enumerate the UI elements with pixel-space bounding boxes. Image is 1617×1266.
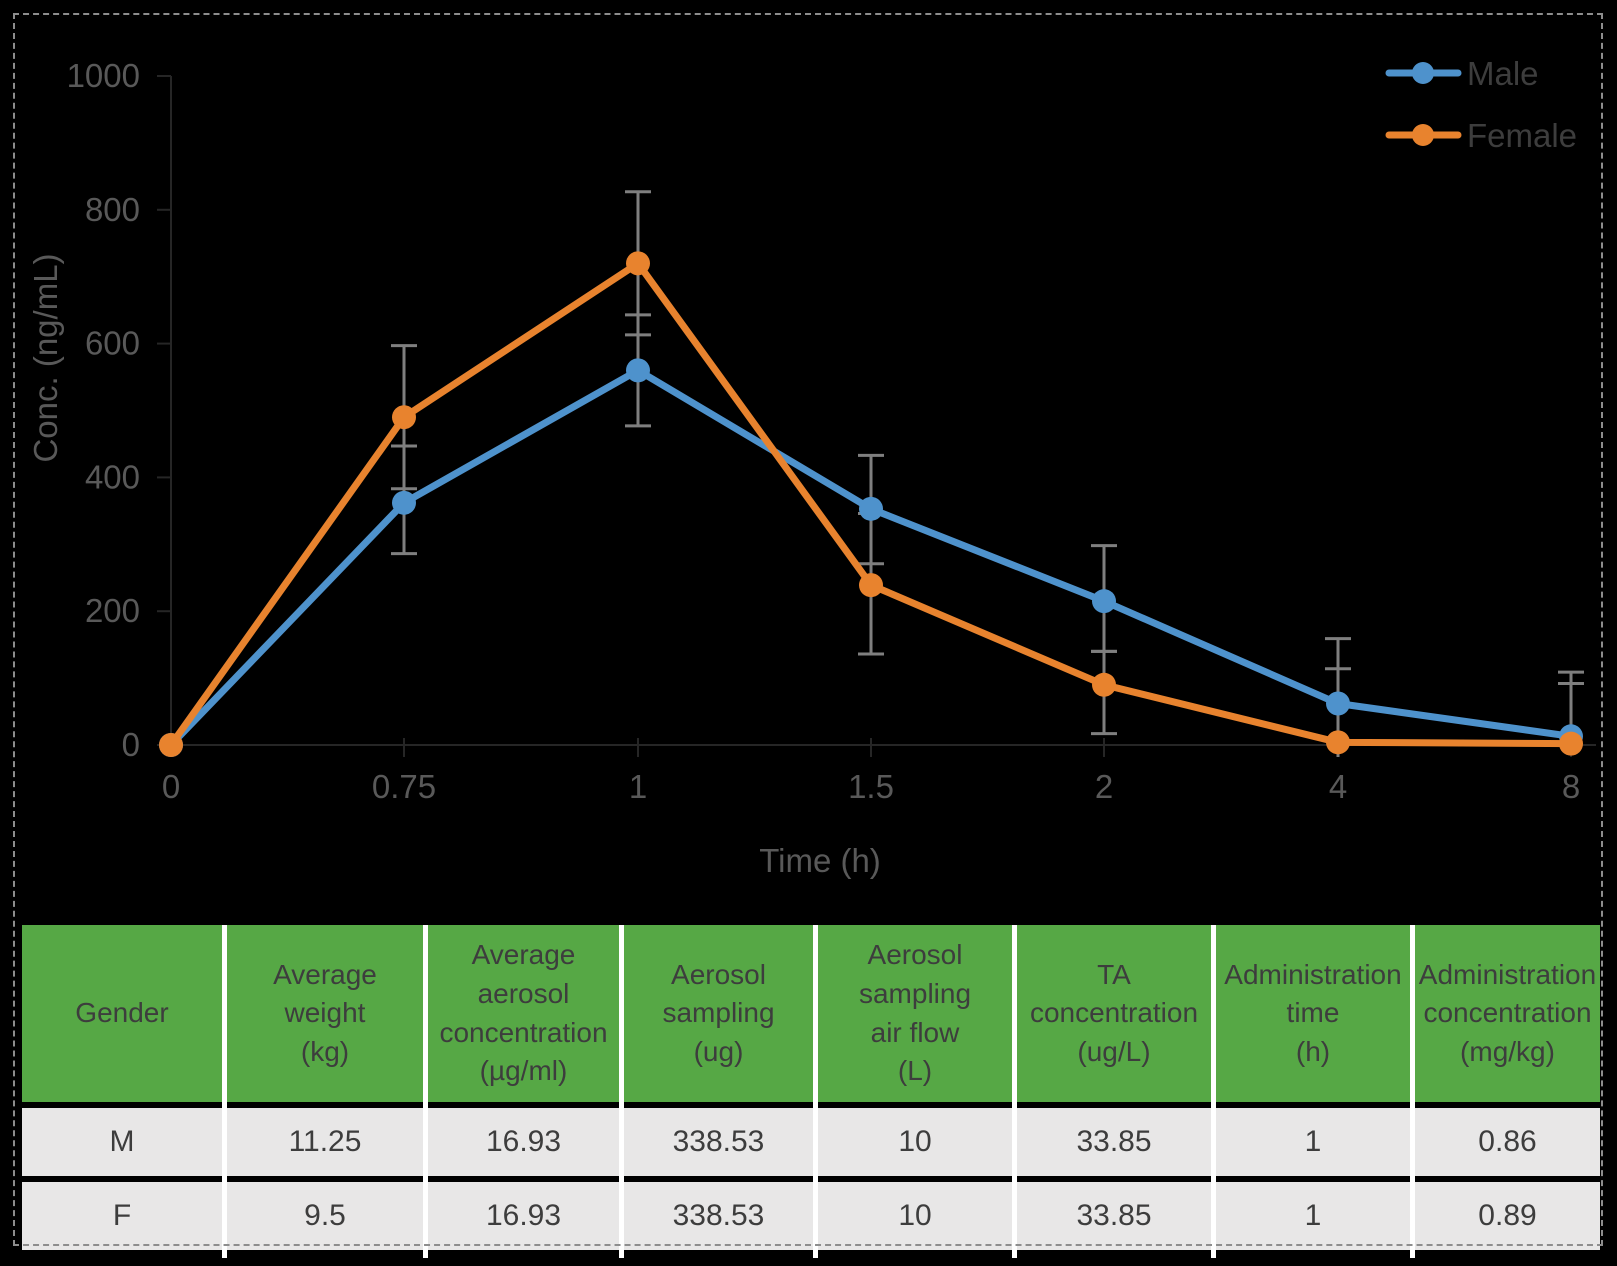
chart-canvas: 0 200 400 600 800 1000 0 0.75 1 1.5 2 4 8 Time (h) Con… — [27, 55, 1596, 879]
cell-r1-c3: 338.53 — [624, 1182, 813, 1250]
cell-r1-c5: 33.85 — [1017, 1182, 1211, 1250]
y-axis-title: Conc. (ng/mL) — [27, 253, 64, 462]
table-header-row: Gender Average weight (kg) Average aerosol… — [22, 925, 1600, 1102]
column-separator — [222, 925, 227, 1258]
male-marker — [392, 490, 416, 515]
female-marker — [626, 251, 650, 276]
y-tick-label: 200 — [85, 592, 140, 629]
cell-r0-c5: 33.85 — [1017, 1108, 1211, 1176]
legend-female-marker — [1412, 124, 1434, 146]
y-tick-label: 800 — [85, 191, 140, 228]
y-tick-label: 400 — [85, 458, 140, 495]
cell-r0-c4: 10 — [818, 1108, 1012, 1176]
x-tick-label: 0 — [162, 768, 180, 805]
legend: Male Female — [1385, 55, 1577, 154]
cell-r1-c7: 0.89 — [1415, 1182, 1600, 1250]
column-separator — [619, 925, 624, 1258]
male-marker — [626, 358, 650, 383]
cell-r1-c6: 1 — [1216, 1182, 1410, 1250]
x-tick-label: 8 — [1562, 768, 1580, 805]
cell-r0-c0: M — [22, 1108, 222, 1176]
column-separator — [1012, 925, 1017, 1258]
cell-r1-c2: 16.93 — [428, 1182, 619, 1250]
female-marker — [1559, 731, 1583, 756]
header-cell-2: Average aerosol concentration (µg/ml) — [428, 925, 619, 1102]
cell-r0-c2: 16.93 — [428, 1108, 619, 1176]
female-marker — [1092, 672, 1116, 697]
female-marker — [159, 733, 183, 757]
female-marker — [1326, 730, 1350, 755]
header-cell-1: Average weight (kg) — [227, 925, 423, 1102]
male-marker — [859, 496, 883, 521]
x-tick-label: 0.75 — [372, 768, 436, 805]
x-tick-label: 1 — [629, 768, 647, 805]
header-cell-3: Aerosol sampling (ug) — [624, 925, 813, 1102]
y-tick-label: 1000 — [67, 57, 140, 94]
concentration-time-chart[interactable]: 0 200 400 600 800 1000 0 0.75 1 1.5 2 4 8 Time (h) Con… — [0, 0, 1617, 912]
header-cell-4: Aerosol sampling air flow (L) — [818, 925, 1012, 1102]
x-tick-label: 1.5 — [848, 768, 894, 805]
male-marker — [1326, 691, 1350, 716]
cell-r0-c6: 1 — [1216, 1108, 1410, 1176]
column-separator — [423, 925, 428, 1258]
parameters-table[interactable]: Gender Average weight (kg) Average aerosol… — [22, 925, 1600, 1258]
x-tick-label: 4 — [1329, 768, 1347, 805]
y-tick-label: 600 — [85, 325, 140, 362]
header-cell-6: Administration time (h) — [1216, 925, 1410, 1102]
cell-r0-c7: 0.86 — [1415, 1108, 1600, 1176]
x-tick-label: 2 — [1095, 768, 1113, 805]
header-cell-0: Gender — [22, 925, 222, 1102]
table-row-M: M 11.25 16.93 338.53 10 33.85 1 0.86 — [22, 1108, 1600, 1176]
column-separator — [1211, 925, 1216, 1258]
legend-male-marker — [1412, 62, 1434, 84]
female-marker — [859, 573, 883, 598]
cell-r1-c4: 10 — [818, 1182, 1012, 1250]
cell-r1-c1: 9.5 — [227, 1182, 423, 1250]
cell-r0-c3: 338.53 — [624, 1108, 813, 1176]
table-row-F: F 9.5 16.93 338.53 10 33.85 1 0.89 — [22, 1182, 1600, 1250]
legend-female-label: Female — [1467, 117, 1577, 154]
cell-r1-c0: F — [22, 1182, 222, 1250]
header-cell-5: TA concentration (ug/L) — [1017, 925, 1211, 1102]
x-axis-title: Time (h) — [759, 842, 881, 879]
column-separator — [1410, 925, 1415, 1258]
male-marker — [1092, 589, 1116, 614]
header-cell-7: Administration concentration (mg/kg) — [1415, 925, 1600, 1102]
cell-r0-c1: 11.25 — [227, 1108, 423, 1176]
legend-male-label: Male — [1467, 55, 1539, 92]
column-separator — [813, 925, 818, 1258]
y-tick-label: 0 — [122, 726, 140, 763]
female-marker — [392, 405, 416, 430]
